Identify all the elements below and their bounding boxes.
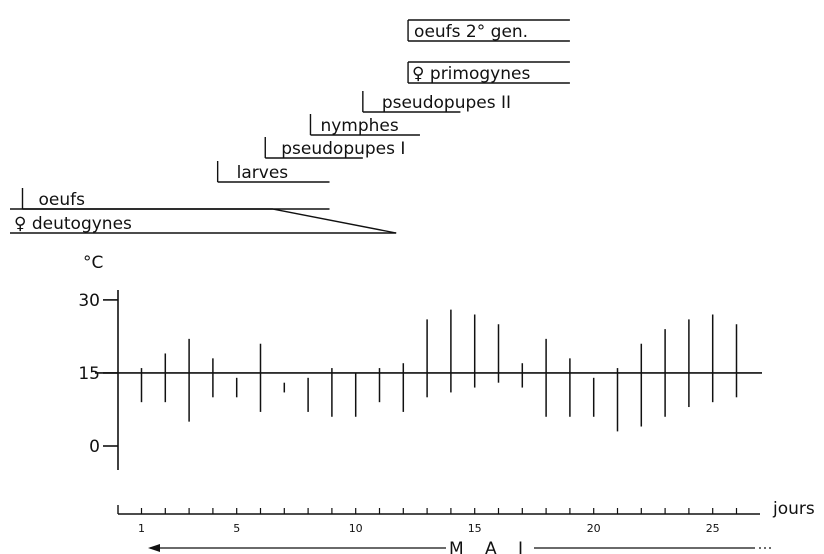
stage-larves-label: larves	[237, 163, 289, 183]
stage-primogynes: ♀ primogynes	[407, 61, 570, 84]
x-tick-label-25: 25	[706, 522, 720, 535]
stage-pseudopupes-ii: pseudopupes II	[362, 91, 511, 113]
x-ticks: 1 5 10 15 20 25	[138, 508, 738, 535]
x-tick-label-15: 15	[468, 522, 482, 535]
axes: °C jours M A I	[83, 253, 815, 554]
x-tick-label-5: 5	[233, 522, 240, 535]
month-label: M A I	[449, 539, 531, 554]
stage-oeufs-label: oeufs	[39, 190, 86, 210]
stage-nymphes-label: nymphes	[320, 116, 398, 136]
y-axis-label: °C	[83, 253, 103, 273]
stage-nymphes: nymphes	[309, 114, 420, 136]
temperature-ranges	[140, 309, 738, 432]
y-ticks: 0 15 30	[78, 291, 118, 457]
stage-pseudopupes-i-label: pseudopupes I	[281, 139, 405, 159]
stage-pseudopupes-i: pseudopupes I	[264, 137, 405, 159]
x-tick-label-1: 1	[138, 522, 145, 535]
stage-deutogynes-bar	[10, 208, 397, 234]
stage-oeufs-2-gen-label: oeufs 2° gen.	[414, 22, 528, 42]
x-axis-label: jours	[772, 499, 815, 519]
y-tick-label-0: 0	[89, 437, 100, 457]
x-tick-label-20: 20	[587, 522, 601, 535]
stage-primogynes-label: ♀ primogynes	[412, 64, 530, 84]
stage-oeufs: oeufs	[21, 188, 330, 210]
stage-deutogynes-label: ♀ deutogynes	[14, 214, 132, 234]
stage-larves: larves	[216, 161, 330, 183]
stage-pseudopupes-ii-label: pseudopupes II	[382, 93, 511, 113]
development-stages: oeufs 2° gen. ♀ primogynes pseudopupes II n…	[10, 19, 570, 234]
stage-deutogynes: ♀ deutogynes	[10, 208, 397, 234]
month-arrow-left-head	[148, 544, 160, 552]
x-tick-label-10: 10	[349, 522, 363, 535]
y-tick-label-15: 15	[78, 364, 100, 384]
stage-oeufs-2-gen: oeufs 2° gen.	[407, 19, 570, 42]
y-tick-label-30: 30	[78, 291, 100, 311]
